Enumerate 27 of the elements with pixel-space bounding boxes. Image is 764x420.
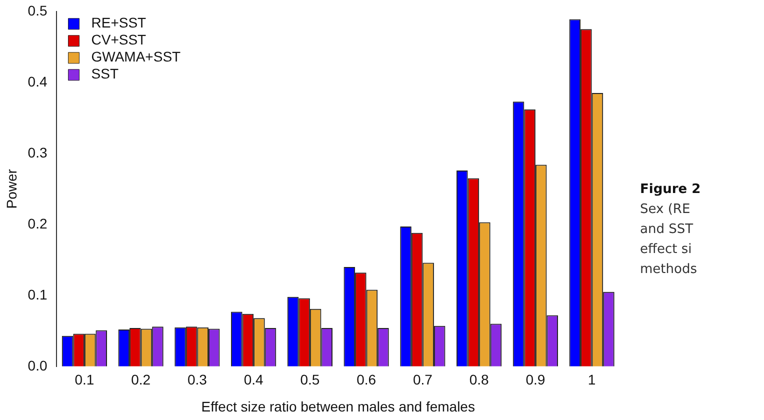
x-tick-label: 0.7 [412, 372, 433, 388]
x-tick-label: 0.8 [469, 372, 490, 388]
x-axis-title: Effect size ratio between males and females [201, 398, 475, 414]
legend-label: GWAMA+SST [91, 48, 182, 64]
x-tick-label: 0.2 [131, 372, 151, 388]
text: methods [640, 261, 698, 279]
y-axis-title: Power [3, 168, 20, 209]
y-tick-label: 0.1 [28, 286, 48, 302]
x-tick-label: 0.4 [244, 372, 264, 388]
legend-label: CV+SST [91, 31, 147, 48]
text: effect si [640, 241, 693, 259]
y-tick-label: 0.4 [28, 73, 48, 90]
x-tick-label: 0.1 [74, 372, 94, 388]
y-tick-label: 0.2 [28, 215, 48, 232]
text: Sex (RE [640, 201, 692, 219]
caption: Figure 2 [640, 181, 701, 199]
y-tick-label: 0.0 [28, 357, 48, 374]
y-tick-label: 0.3 [28, 144, 48, 160]
y-tick-label: 0.5 [28, 2, 48, 18]
x-tick-label: 0.6 [356, 372, 376, 388]
x-tick-label: 0.5 [300, 372, 320, 388]
legend-label: RE+SST [91, 14, 147, 30]
x-tick-label: 0.3 [187, 372, 208, 388]
text: and SST [640, 221, 694, 239]
x-tick-label: 0.9 [526, 372, 546, 388]
legend-label: SST [91, 65, 119, 82]
x-tick-label: 1 [588, 372, 596, 388]
